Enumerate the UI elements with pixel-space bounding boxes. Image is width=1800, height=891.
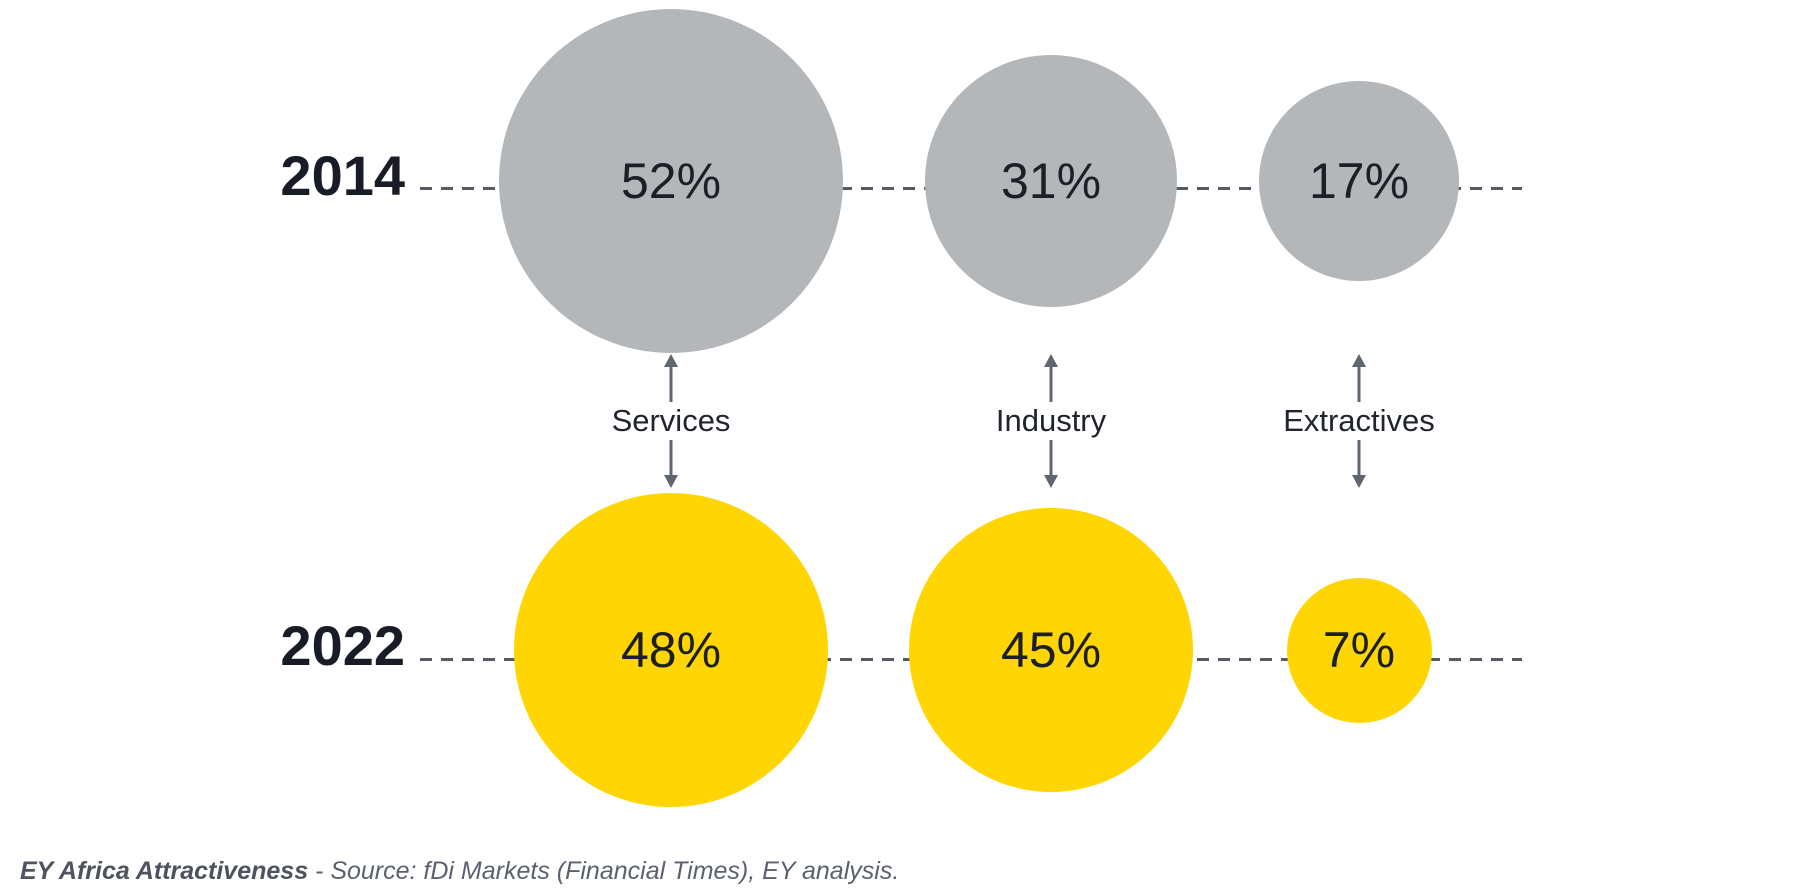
bubble-value-label: 48% [620,622,722,678]
arrow-down-icon [1352,440,1366,488]
arrow-down-icon [664,440,678,488]
connector-services: Services [551,354,791,488]
bubble-value-label: 7% [1322,622,1396,678]
bubble-2014-industry: 31% [925,55,1177,307]
bubble-2022-services: 48% [514,493,828,807]
sector-label-services: Services [611,403,731,438]
bubble-value-label: 17% [1308,153,1410,209]
year-label-2022: 2022 [280,614,405,677]
source-note-title: EY Africa Attractiveness [20,857,309,885]
bubble-2022-extractives: 7% [1286,577,1432,723]
arrow-up-icon [1352,354,1366,402]
bubble-value-label: 45% [1000,622,1102,678]
connector-extractives: Extractives [1239,354,1479,488]
bubble-2022-industry: 45% [909,508,1193,792]
connector-industry: Industry [931,354,1171,488]
year-label-2014: 2014 [280,144,405,207]
sector-label-extractives: Extractives [1283,403,1435,438]
sector-label-industry: Industry [995,403,1107,438]
bubble-value-label: 52% [620,153,722,209]
source-note-text: - Source: fDi Markets (Financial Times),… [308,857,900,885]
arrow-up-icon [1044,354,1058,402]
arrow-down-icon [1044,440,1058,488]
bubble-2014-services: 52% [499,9,843,353]
source-note: EY Africa Attractiveness - Source: fDi M… [20,856,899,886]
bubble-value-label: 31% [1000,153,1102,209]
arrow-up-icon [664,354,678,402]
bubble-2014-extractives: 17% [1259,81,1459,281]
